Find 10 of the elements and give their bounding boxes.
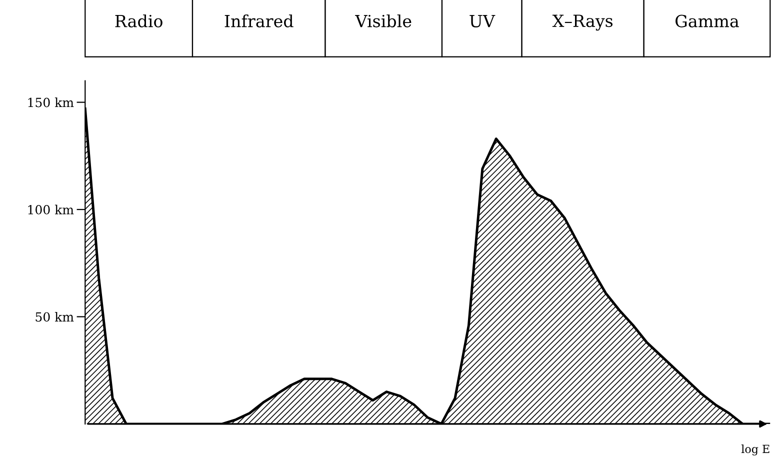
x-axis-title: log E [741, 444, 770, 456]
y-tick-label: 150 km [28, 98, 74, 108]
y-tick-label: 100 km [28, 204, 74, 214]
text: Gamma [676, 14, 739, 28]
text: Infrared [224, 14, 294, 28]
y-tick-label: 50 km [36, 312, 74, 322]
text: X–Rays [552, 14, 613, 31]
text: Radio [115, 14, 162, 28]
text: Visible [355, 14, 412, 28]
text: UV [470, 14, 496, 28]
